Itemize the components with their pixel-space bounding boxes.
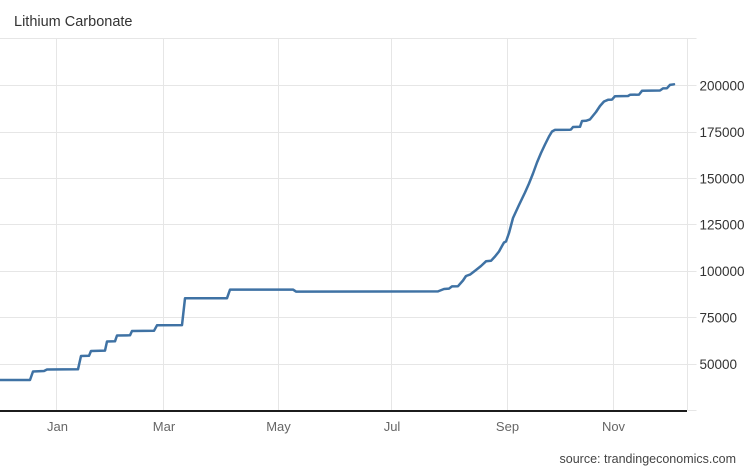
- svg-text:50000: 50000: [700, 357, 738, 372]
- svg-text:Nov: Nov: [602, 419, 626, 434]
- svg-text:May: May: [266, 419, 291, 434]
- svg-text:175000: 175000: [700, 125, 745, 140]
- svg-text:Mar: Mar: [153, 419, 176, 434]
- svg-text:Jul: Jul: [384, 419, 401, 434]
- svg-text:200000: 200000: [700, 79, 745, 94]
- svg-text:75000: 75000: [700, 311, 738, 326]
- svg-text:Jan: Jan: [47, 419, 68, 434]
- svg-text:150000: 150000: [700, 172, 745, 187]
- svg-text:Lithium Carbonate: Lithium Carbonate: [14, 14, 133, 30]
- svg-text:Sep: Sep: [496, 419, 519, 434]
- svg-text:100000: 100000: [700, 264, 745, 279]
- svg-text:source: trandingeconomics.com: source: trandingeconomics.com: [560, 452, 736, 466]
- svg-text:125000: 125000: [700, 218, 745, 233]
